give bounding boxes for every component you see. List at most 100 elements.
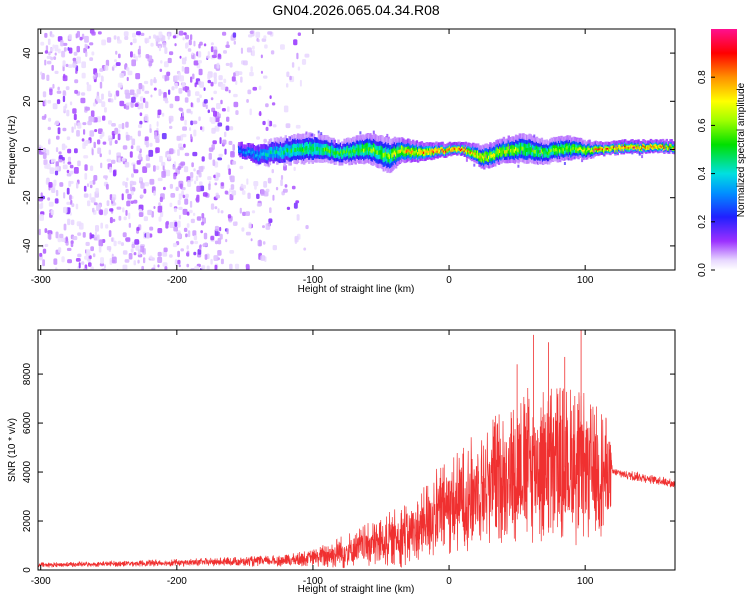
spectrogram-y-tick-label: 0 (22, 146, 33, 152)
spectrogram-cell (67, 259, 72, 264)
spectrogram-ridge-cell (387, 165, 390, 172)
spectrogram-ridge-cell (539, 142, 542, 148)
spectrogram-cell (112, 64, 118, 68)
spectrogram-ridge-cell (673, 143, 675, 147)
spectrogram-ridge-cell (387, 141, 390, 148)
spectrogram-ridge-cell (468, 149, 471, 153)
spectrogram-cell (90, 165, 94, 171)
spectrogram-ridge-cell (412, 153, 415, 158)
spectrogram-cell (103, 264, 106, 269)
snr-x-axis-label: Height of straight line (km) (298, 584, 415, 595)
spectrogram-cell (230, 175, 235, 183)
spectrogram-cell (230, 151, 235, 158)
spectrogram-cell (282, 188, 288, 193)
spectrogram-ridge-cell (495, 159, 498, 165)
spectrogram-ridge-cell (621, 139, 624, 143)
spectrogram-ridge-cell (554, 150, 557, 156)
spectrogram-cell (81, 72, 86, 79)
spectrogram-ridge-cell (333, 160, 336, 165)
spectrogram-cell (44, 164, 48, 169)
spectrogram-ridge-cell (539, 152, 542, 158)
spectrogram-ridge-cell (430, 152, 433, 156)
spectrogram-ridge-cell (446, 150, 449, 154)
spectrogram-cell (121, 193, 124, 201)
spectrogram-cell (260, 70, 263, 74)
spectrogram-cell (153, 87, 157, 91)
spectrogram-ridge-cell (657, 140, 660, 144)
spectrogram-ridge-cell (593, 153, 596, 157)
colorbar: 0.00.20.40.60.8 Normalized spectral ampl… (697, 29, 747, 277)
spectrogram-cell (186, 263, 190, 268)
spectrogram-cell (139, 120, 143, 125)
spectrogram-ridge-cell (568, 135, 572, 140)
spectrogram-ridge-cell (612, 148, 616, 152)
spectrogram-cell (106, 246, 112, 251)
spectrogram-ridge-cell (510, 143, 513, 149)
spectrogram-ridge-cell (457, 151, 460, 155)
spectrogram-ridge-cell (451, 145, 454, 149)
colorbar-tick-label: 0.4 (697, 166, 708, 180)
spectrogram-cell (52, 44, 55, 49)
spectrogram-cell (255, 31, 261, 38)
spectrogram-ridge-cell (490, 147, 493, 152)
spectrogram-cell (257, 38, 260, 43)
spectrogram-ridge-cell (470, 148, 474, 153)
spectrogram-cell (72, 108, 77, 114)
spectrogram-ridge-cell (260, 153, 263, 159)
spectrogram-cell (132, 164, 136, 171)
spectrogram-cell (38, 228, 41, 236)
spectrogram-cell (246, 178, 249, 185)
spectrogram-cell (537, 161, 539, 165)
spectrogram-cell (112, 170, 117, 177)
spectrogram-ridge-cell (443, 145, 447, 150)
spectrogram-cell (161, 161, 166, 167)
spectrogram-ridge-cell (377, 153, 381, 160)
spectrogram-cell (173, 207, 177, 213)
spectrogram-cell (100, 162, 103, 169)
spectrogram-cell (195, 91, 200, 96)
spectrogram-ridge-cell (359, 138, 362, 144)
spectrogram-ridge-cell (652, 142, 655, 146)
spectrogram-ridge-cell (309, 132, 312, 138)
spectrogram-ridge-cell (265, 144, 268, 150)
spectrogram-ridge-cell (461, 145, 464, 149)
spectrogram-ridge-cell (598, 141, 601, 145)
spectrogram-cell (180, 248, 184, 252)
spectrogram-ridge-cell (573, 151, 577, 156)
spectrogram-ridge-cell (284, 135, 287, 141)
spectrogram-ridge-cell (310, 136, 313, 143)
spectrogram-cell (84, 140, 88, 146)
spectrogram-ridge-cell (461, 143, 464, 147)
spectrogram-cell (220, 258, 224, 265)
spectrogram-ridge-cell (245, 144, 248, 149)
spectrogram-ridge-cell (661, 138, 665, 142)
spectrogram-cell (55, 267, 58, 270)
spectrogram-cell (42, 259, 45, 267)
spectrogram-cell (93, 202, 98, 206)
spectrogram-cell (207, 51, 210, 56)
spectrogram-cell (291, 185, 296, 190)
spectrogram-ridge-cell (348, 139, 351, 145)
spectrogram-ridge-cell (240, 141, 243, 146)
spectrogram-cell (69, 101, 73, 106)
spectrogram-cell (177, 250, 180, 258)
spectrogram-ridge-cell (381, 163, 384, 170)
spectrogram-ridge-cell (419, 144, 422, 149)
spectrogram-cell (293, 202, 298, 209)
spectrogram-ridge-cell (593, 145, 596, 149)
spectrogram-ridge-cell (443, 147, 447, 151)
spectrogram-ridge-cell (534, 152, 537, 158)
spectrogram-ridge-cell (627, 148, 630, 152)
spectrogram-cell (157, 228, 163, 234)
spectrogram-cell (297, 66, 301, 71)
spectrogram-ridge-cell (307, 150, 311, 156)
spectrogram-ridge-cell (255, 155, 258, 161)
spectrogram-cell (179, 108, 184, 112)
spectrogram-ridge-cell (514, 134, 518, 140)
spectrogram-ridge-cell (338, 157, 341, 163)
spectrogram-ridge-cell (348, 156, 351, 162)
spectrogram-ridge-cell (363, 139, 366, 145)
spectrogram-cell (169, 183, 173, 189)
spectrogram-ridge-cell (323, 146, 327, 152)
